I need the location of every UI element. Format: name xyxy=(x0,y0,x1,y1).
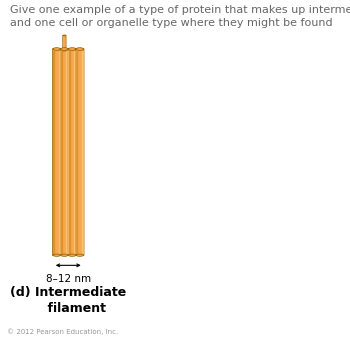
Ellipse shape xyxy=(68,48,76,50)
Ellipse shape xyxy=(76,48,84,50)
Ellipse shape xyxy=(61,254,68,256)
Text: 8–12 nm: 8–12 nm xyxy=(46,274,91,284)
Text: © 2012 Pearson Education, Inc.: © 2012 Pearson Education, Inc. xyxy=(7,328,118,335)
Ellipse shape xyxy=(68,254,76,256)
FancyBboxPatch shape xyxy=(68,49,76,256)
FancyBboxPatch shape xyxy=(52,49,61,256)
Ellipse shape xyxy=(76,254,84,256)
Ellipse shape xyxy=(53,254,61,256)
Text: (d) Intermediate
    filament: (d) Intermediate filament xyxy=(10,286,126,315)
Ellipse shape xyxy=(63,35,66,36)
FancyBboxPatch shape xyxy=(63,35,66,51)
Text: Give one example of a type of protein that makes up intermediate filaments
and o: Give one example of a type of protein th… xyxy=(10,5,350,28)
FancyBboxPatch shape xyxy=(60,49,69,256)
Ellipse shape xyxy=(53,48,61,50)
FancyBboxPatch shape xyxy=(76,49,84,256)
Ellipse shape xyxy=(61,48,68,50)
